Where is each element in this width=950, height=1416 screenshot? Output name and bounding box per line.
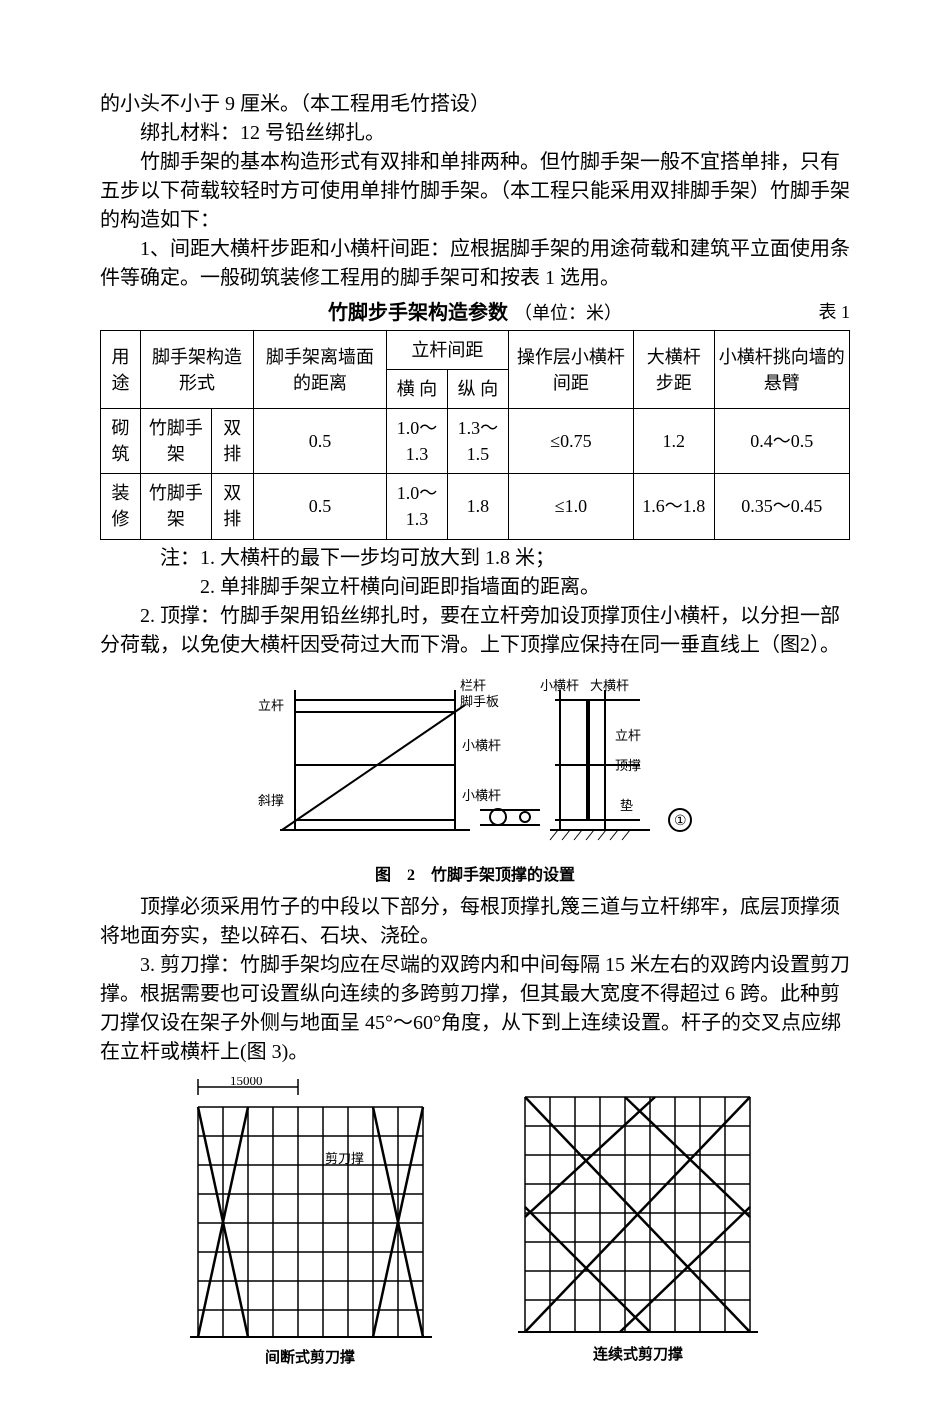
table-cell: 1.2 [633,409,714,474]
fig-label: 栏杆 [460,678,486,693]
fig-label: 顶撑 [615,758,641,773]
fig-label: 脚手板 [460,694,499,709]
table-header: 操作层小横杆间距 [508,331,633,409]
document-page: 的小头不小于 9 厘米。（本工程用毛竹搭设） 绑扎材料：12 号铅丝绑扎。 竹脚… [0,0,950,1416]
table-header-row: 用途 脚手架构造形式 脚手架离墙面的距离 立杆间距 操作层小横杆间距 大横杆步距… [101,331,850,370]
table-header: 横 向 [386,370,447,409]
figure-sub-caption: 间断式剪刀撑 [265,1348,355,1366]
parameter-table: 用途 脚手架构造形式 脚手架离墙面的距离 立杆间距 操作层小横杆间距 大横杆步距… [100,330,850,540]
table-header: 脚手架离墙面的距离 [254,331,387,409]
table-row: 砌筑 竹脚手架 双排 0.5 1.0～1.3 1.3～1.5 ≤0.75 1.2… [101,409,850,474]
table-cell: ≤0.75 [508,409,633,474]
table-number: 表 1 [819,299,851,325]
table-row: 装修 竹脚手架 双排 0.5 1.0～1.3 1.8 ≤1.0 1.6～1.8 … [101,474,850,539]
table-header: 小横杆挑向墙的悬臂 [714,331,850,409]
table-cell: 双排 [211,409,253,474]
table-cell: 1.6～1.8 [633,474,714,539]
figure-sub-caption: 连续式剪刀撑 [593,1345,683,1363]
fig-label: 垫 [620,798,633,813]
paragraph: 1、间距大横杆步距和小横杆间距：应根据脚手架的用途荷载和建筑平立面使用条件等确定… [100,235,850,293]
paragraph: 2. 顶撑：竹脚手架用铅丝绑扎时，要在立杆旁加设顶撑顶住小横杆，以分担一部分荷载… [100,602,850,660]
figure-2: 立杆 斜撑 栏杆 脚手板 小横杆 小横杆 小横杆 大横杆 立杆 顶撑 垫 ① 图… [100,670,850,887]
fig-label: 立杆 [615,728,641,743]
table-cell: 双排 [211,474,253,539]
fig-label: 斜撑 [258,793,284,808]
table-header: 立杆间距 [386,331,508,370]
fig-label: 大横杆 [590,678,629,693]
figure-3: 15000 剪刀撑 间断式剪刀撑 [100,1077,850,1376]
paragraph: 绑扎材料：12 号铅丝绑扎。 [100,119,850,148]
fig-label: 小横杆 [540,678,579,693]
table-cell: 1.3～1.5 [447,409,508,474]
table-cell: 1.8 [447,474,508,539]
table-cell: 1.0～1.3 [386,474,447,539]
table-cell: 0.4～0.5 [714,409,850,474]
table-cell: ≤1.0 [508,474,633,539]
paragraph: 竹脚手架的基本构造形式有双排和单排两种。但竹脚手架一般不宜搭单排，只有五步以下荷… [100,148,850,235]
table-cell: 1.0～1.3 [386,409,447,474]
figure-caption: 图 2 竹脚手架顶撑的设置 [375,864,575,887]
note-line: 2. 单排脚手架立杆横向间距即指墙面的距离。 [160,573,850,602]
table-header: 纵 向 [447,370,508,409]
table-cell: 砌筑 [101,409,141,474]
fig-label: 剪刀撑 [325,1151,364,1166]
table-title-row: 竹脚步手架构造参数 （单位：米） 表 1 [100,299,850,328]
table-cell: 0.5 [254,409,387,474]
figure-3-right: 连续式剪刀撑 [510,1077,780,1376]
table-cell: 装修 [101,474,141,539]
paragraph: 顶撑必须采用竹子的中段以下部分，每根顶撑扎篾三道与立杆绑牢，底层顶撑须将地面夯实… [100,893,850,951]
table-cell: 0.5 [254,474,387,539]
fig-label: 立杆 [258,698,284,713]
table-header: 大横杆步距 [633,331,714,409]
table-header: 脚手架构造形式 [141,331,254,409]
table-cell: 0.35～0.45 [714,474,850,539]
figure-2-svg: 立杆 斜撑 栏杆 脚手板 小横杆 小横杆 小横杆 大横杆 立杆 顶撑 垫 ① [240,670,710,860]
note-line: 注：1. 大横杆的最下一步均可放大到 1.8 米； [160,544,850,573]
paragraph: 的小头不小于 9 厘米。（本工程用毛竹搭设） [100,90,850,119]
fig-label: 15000 [230,1077,263,1088]
fig-label: ① [674,814,687,829]
figure-3-left: 15000 剪刀撑 间断式剪刀撑 [170,1077,450,1376]
table-unit: （单位：米） [514,300,622,326]
table-header: 用途 [101,331,141,409]
table-cell: 竹脚手架 [141,474,211,539]
table-title: 竹脚步手架构造参数 [328,299,508,328]
figure-3-left-svg: 15000 剪刀撑 间断式剪刀撑 [170,1077,450,1367]
table-notes: 注：1. 大横杆的最下一步均可放大到 1.8 米； 2. 单排脚手架立杆横向间距… [100,544,850,602]
table-cell: 竹脚手架 [141,409,211,474]
figure-3-right-svg: 连续式剪刀撑 [510,1077,780,1367]
fig-label: 小横杆 [462,738,501,753]
fig-label: 小横杆 [462,788,501,803]
paragraph: 3. 剪刀撑：竹脚手架均应在尽端的双跨内和中间每隔 15 米左右的双跨内设置剪刀… [100,951,850,1067]
